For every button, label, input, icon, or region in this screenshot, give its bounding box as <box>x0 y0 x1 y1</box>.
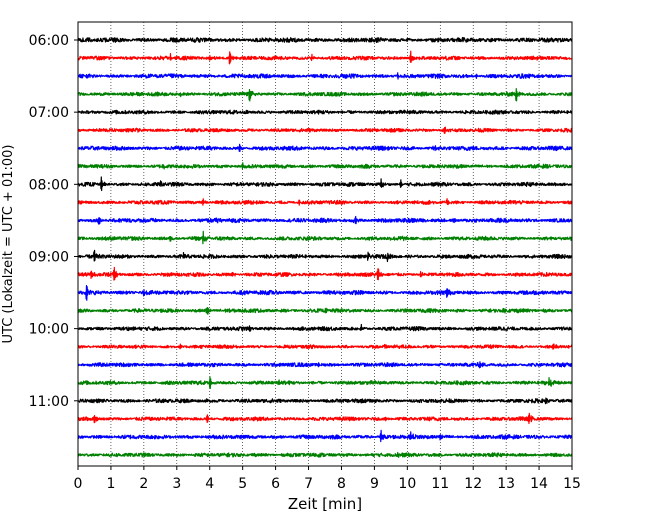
x-tick-label: 10 <box>398 476 416 492</box>
y-tick-label: 06:00 <box>29 33 69 49</box>
x-tick-label: 12 <box>464 476 482 492</box>
trace-line-1115 <box>77 412 573 425</box>
y-tick-label: 10:00 <box>29 322 69 338</box>
trace-line-0600 <box>77 36 573 43</box>
x-tick-label: 1 <box>106 476 115 492</box>
x-tick-label: 15 <box>563 476 581 492</box>
trace-line-0915 <box>77 266 573 281</box>
x-tick-label: 8 <box>337 476 346 492</box>
trace-line-1015 <box>77 343 573 350</box>
x-tick-label: 0 <box>74 476 83 492</box>
x-tick-label: 11 <box>431 476 449 492</box>
trace-group <box>77 36 573 458</box>
x-tick-label: 6 <box>271 476 280 492</box>
y-axis-ticks: 06:00 07:00 08:00 09:00 10:00 11:00 <box>29 33 78 410</box>
trace-line-1145 <box>77 451 573 458</box>
y-tick-label: 09:00 <box>29 249 69 265</box>
y-tick-label: 07:00 <box>29 105 69 121</box>
trace-line-0930 <box>77 284 573 301</box>
x-tick-label: 2 <box>139 476 148 492</box>
trace-line-0830 <box>77 215 573 225</box>
trace-line-0630 <box>77 72 573 80</box>
trace-line-0615 <box>77 50 573 65</box>
trace-line-0945 <box>77 306 573 315</box>
trace-line-0900 <box>77 249 573 263</box>
trace-line-0815 <box>77 198 573 206</box>
trace-line-0730 <box>77 143 573 152</box>
x-tick-label: 9 <box>370 476 379 492</box>
x-tick-label: 5 <box>238 476 247 492</box>
trace-line-1000 <box>77 323 573 332</box>
trace-line-0700 <box>77 109 573 115</box>
x-tick-label: 7 <box>304 476 313 492</box>
x-tick-label: 14 <box>530 476 548 492</box>
trace-line-0800 <box>77 176 573 192</box>
x-tick-label: 13 <box>497 476 515 492</box>
trace-line-0745 <box>77 162 573 170</box>
trace-line-0645 <box>77 88 573 102</box>
trace-line-1045 <box>77 376 573 390</box>
x-tick-label: 3 <box>172 476 181 492</box>
x-axis-label: Zeit [min] <box>288 495 362 513</box>
trace-line-0845 <box>77 230 573 245</box>
y-tick-label: 11:00 <box>29 394 69 410</box>
x-axis-ticks: 0 1 2 3 4 5 6 7 8 9 10 11 12 13 14 15 <box>74 466 581 492</box>
plot-frame <box>77 21 573 467</box>
y-axis-label: UTC (Lokalzeit = UTC + 01:00) <box>1 145 16 344</box>
y-tick-label: 08:00 <box>29 177 69 193</box>
trace-line-1130 <box>77 429 573 443</box>
x-tick-label: 4 <box>205 476 214 492</box>
trace-line-0715 <box>77 126 573 134</box>
trace-line-1030 <box>77 361 573 369</box>
trace-line-1100 <box>77 397 573 405</box>
